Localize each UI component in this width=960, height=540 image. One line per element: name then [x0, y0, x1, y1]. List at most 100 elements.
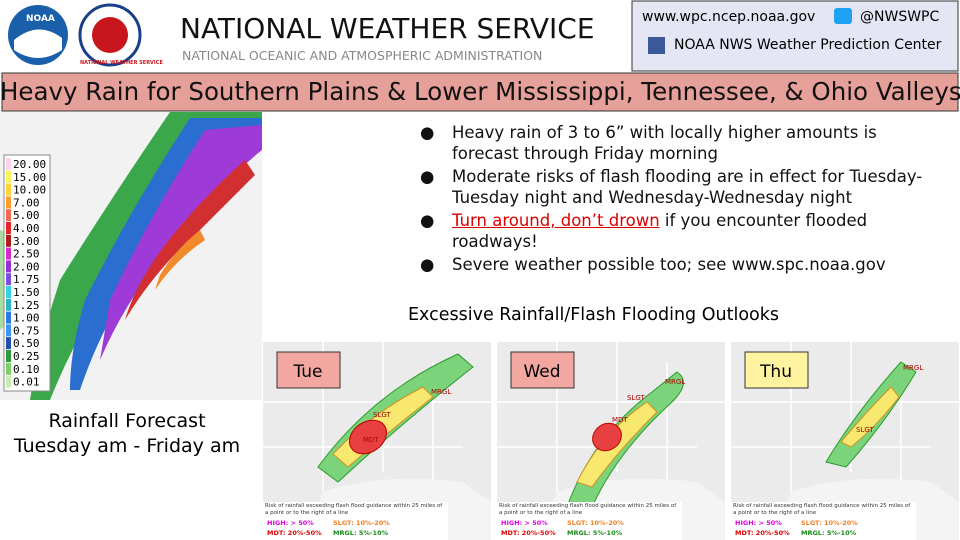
- risk-label: MDT: [363, 436, 379, 444]
- legend-swatch: [6, 337, 11, 350]
- legend-label: 20.00: [13, 158, 46, 171]
- legend-label: 10.00: [13, 184, 46, 197]
- category: HIGH: > 50%: [501, 519, 548, 527]
- legend-swatch: [6, 350, 11, 362]
- rain-area: [125, 160, 255, 320]
- legend-swatch: [6, 298, 11, 311]
- category: MDT: 20%-50%: [501, 529, 556, 537]
- legend-label: 1.25: [13, 299, 40, 312]
- note: Risk of rainfall exceeding flash flood g…: [499, 503, 676, 516]
- note-text: Risk of rainfall exceeding flash flood g…: [265, 503, 443, 516]
- legend-swatch: [6, 234, 11, 247]
- category: HIGH: > 50%: [735, 519, 782, 527]
- logo-label: NOAA: [26, 14, 55, 24]
- legend-swatch: [6, 196, 11, 209]
- bullet: ● Heavy rain of 3 to 6” with locally high…: [420, 122, 940, 164]
- risk-label: SLGT: [627, 394, 646, 402]
- risk-label: SLGT: [856, 426, 875, 434]
- rain-area: [30, 112, 262, 400]
- day-label: Thu: [759, 362, 792, 382]
- legend-label: 15.00: [13, 171, 46, 184]
- legend-label: 7.00: [13, 196, 40, 209]
- legend-swatch: [6, 362, 11, 375]
- banner-box: [1, 72, 959, 112]
- legend-swatch: [6, 286, 11, 298]
- nws-logo-center: [92, 17, 128, 53]
- legend-label: 0.01: [13, 376, 40, 389]
- bullet-text-part: Moderate risks of flash flooding are in …: [452, 167, 923, 207]
- category: SLGT: 10%-20%: [801, 519, 858, 527]
- legend-swatch: [6, 222, 11, 234]
- outlooks-title: Excessive Rainfall/Flash Flooding Outloo…: [408, 305, 779, 325]
- outlook-panel: MDT SLGT MRGL Wed Risk of rainfall exceeding…: [497, 342, 725, 540]
- legend-label: 0.75: [13, 324, 40, 337]
- state-lines: [731, 342, 959, 492]
- bullet-dot: ●: [420, 123, 435, 142]
- legend-label: 1.00: [13, 312, 40, 325]
- category: SLGT: 10%-20%: [567, 519, 624, 527]
- legend-swatch: [6, 158, 11, 170]
- bullet-text: Heavy rain of 3 to 6” with locally highe…: [452, 122, 940, 164]
- risk-label: MRGL: [903, 364, 923, 372]
- bullet-dot: ●: [420, 167, 435, 186]
- risk-label: MRGL: [431, 388, 451, 396]
- legend-label: 5.00: [13, 209, 40, 222]
- header-title: NATIONAL WEATHER SERVICE: [180, 12, 595, 45]
- legend-swatch: [6, 260, 11, 273]
- legend-label: 0.25: [13, 350, 40, 363]
- bullet-text: Moderate risks of flash flooding are in …: [452, 166, 940, 208]
- legend-swatch: [6, 273, 11, 286]
- bullet-text-part: Heavy rain of 3 to 6” with locally highe…: [452, 123, 877, 163]
- mdt-area: [348, 419, 388, 455]
- bullet: ● Turn around, don’t drown if you encount…: [420, 210, 940, 252]
- legend-swatch: [6, 311, 11, 324]
- twitter-icon: [834, 8, 852, 24]
- legend-label: 2.00: [13, 260, 40, 273]
- legend-label: 4.00: [13, 222, 40, 235]
- rain-caption: Rainfall Forecast: [48, 410, 206, 432]
- outlook-panel: SLGT MRGL Thu Risk of rainfall exceeding fl…: [731, 342, 959, 540]
- category: SLGT: 10%-20%: [333, 519, 390, 527]
- day-box: [276, 351, 341, 389]
- legend-label: 1.75: [13, 273, 40, 286]
- note-box: [263, 502, 448, 540]
- noaa-bird: [14, 29, 62, 58]
- twitter: @NWSWPC: [860, 9, 940, 25]
- bullet-dot: ●: [420, 255, 435, 274]
- note-box: [497, 502, 682, 540]
- day-label: Tue: [292, 362, 322, 382]
- category: MRGL: 5%-10%: [333, 529, 389, 537]
- facebook-icon: [648, 37, 665, 54]
- outlook-panel: MDT SLGT MRGL Tue Risk of rainfall exceeding…: [263, 342, 491, 540]
- website: www.wpc.ncep.noaa.gov: [642, 9, 816, 25]
- bullet-text-part: Severe weather possible too; see www.spc…: [452, 255, 886, 274]
- facebook: NOAA NWS Weather Prediction Center: [674, 37, 942, 53]
- legend-label: 2.50: [13, 248, 40, 261]
- legend-swatch: [6, 247, 11, 260]
- rain-area: [155, 230, 205, 290]
- risk-label: MRGL: [665, 378, 685, 386]
- category: MDT: 20%-50%: [267, 529, 322, 537]
- mdt-area: [592, 422, 622, 452]
- day-label: Wed: [523, 362, 560, 382]
- category: HIGH: > 50%: [267, 519, 314, 527]
- note-box: [731, 502, 916, 540]
- note-text: Risk of rainfall exceeding flash flood g…: [733, 503, 911, 516]
- legend-label: 0.50: [13, 337, 40, 350]
- bullet-link[interactable]: Turn around, don’t drown: [452, 211, 660, 230]
- legend-swatch: [6, 324, 11, 337]
- legend-label: 0.10: [13, 363, 40, 376]
- legend-label: 1.50: [13, 286, 40, 299]
- day-box: [744, 351, 809, 389]
- header-subtitle: NATIONAL OCEANIC AND ATMOSPHERIC ADMINIS…: [182, 48, 543, 63]
- bullet: ● Moderate risks of flash flooding are in…: [420, 166, 940, 208]
- bullet-text-part: if you encounter flooded roadways!: [452, 211, 868, 251]
- risk-label: MDT: [612, 416, 628, 424]
- legend-label: 3.00: [13, 235, 40, 248]
- note: Risk of rainfall exceeding flash flood g…: [733, 503, 911, 516]
- legend-swatch: [6, 375, 11, 388]
- legend-swatch: [6, 183, 11, 196]
- legend-swatch: [6, 209, 11, 222]
